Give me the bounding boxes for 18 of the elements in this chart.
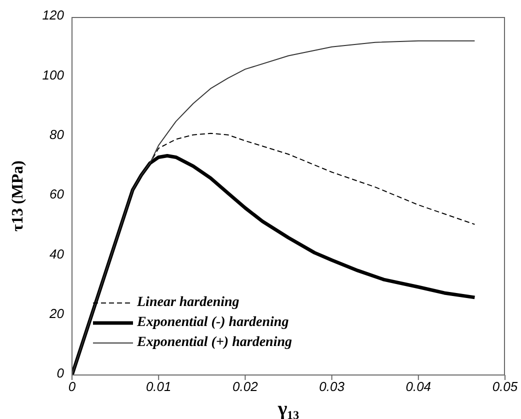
x-axis-title: γ₁₃ <box>276 398 300 419</box>
y-tick-label: 60 <box>50 186 65 202</box>
y-tick-label: 80 <box>50 126 65 142</box>
y-tick-label: 100 <box>42 67 65 82</box>
y-tick-label: 20 <box>48 306 65 321</box>
legend-label: Exponential (+) hardening <box>137 335 292 351</box>
y-tick-label: 0 <box>56 366 65 381</box>
legend-label: Exponential (-) hardening <box>137 315 289 331</box>
x-tick-label: 0.04 <box>406 379 432 394</box>
y-tick-label: 120 <box>42 8 65 23</box>
x-tick-label: 0.02 <box>232 379 259 394</box>
y-tick-label: 40 <box>50 246 65 262</box>
x-tick-label: 0 <box>68 379 76 394</box>
x-tick-label: 0.01 <box>146 379 172 394</box>
legend-label: Linear hardening <box>137 295 240 311</box>
x-tick-label: 0.05 <box>492 379 518 394</box>
y-axis-title: τ13 (MPa) <box>10 160 27 232</box>
x-tick-label: 0.03 <box>319 379 346 394</box>
